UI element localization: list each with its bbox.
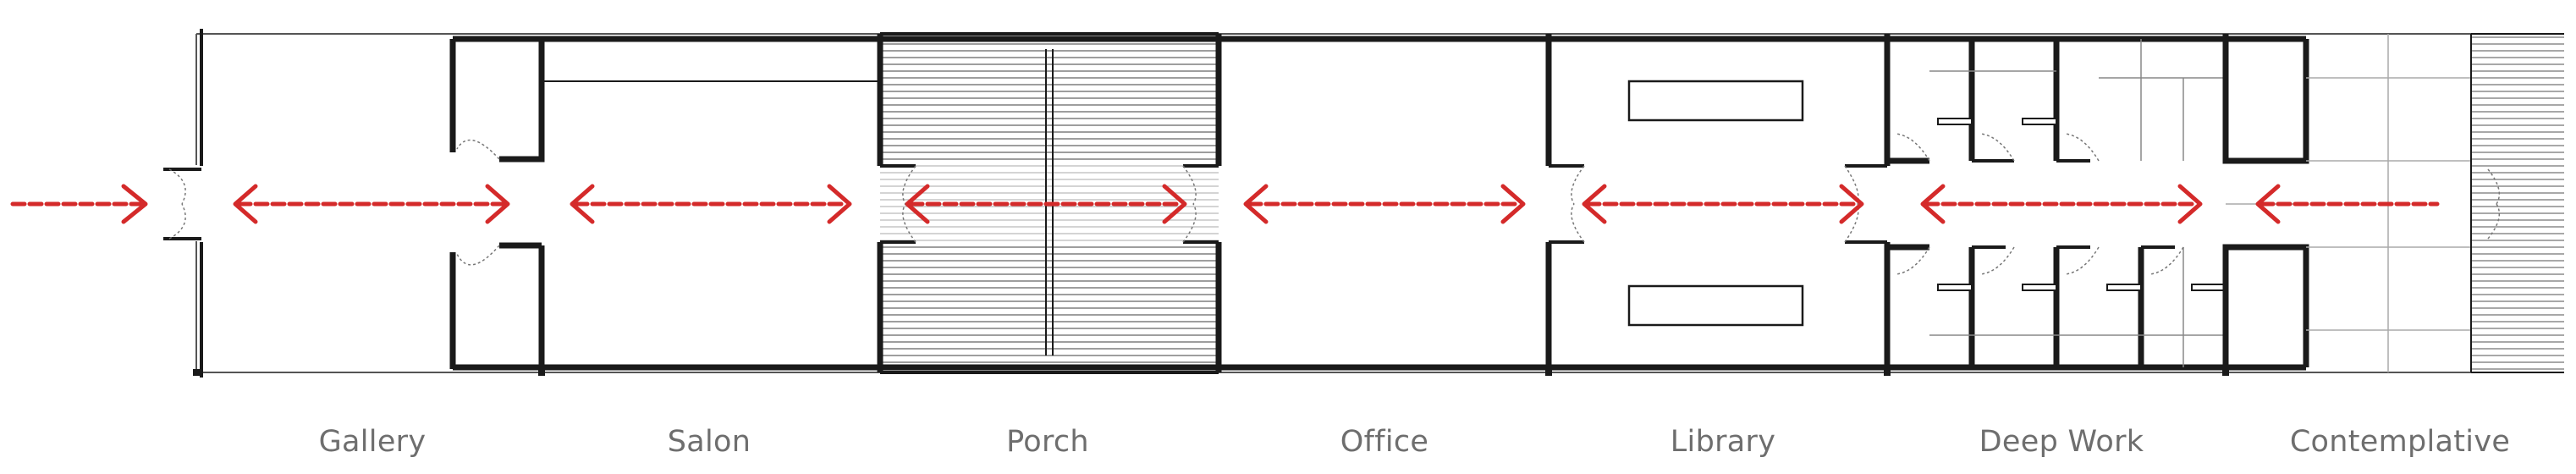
room-label-deep-work: Deep Work xyxy=(1979,425,2144,459)
deepwork-desks xyxy=(1937,118,2226,291)
gallery-door-swing xyxy=(456,139,500,266)
contemplative-hatch-end xyxy=(2471,34,2564,372)
room-label-office: Office xyxy=(1340,425,1429,459)
room-label-library: Library xyxy=(1670,425,1776,459)
contemplative-door-swing xyxy=(2487,168,2501,240)
gallery-salon-wall xyxy=(449,36,545,369)
arrow-deep-work xyxy=(1920,184,2203,224)
porch-hatch-top xyxy=(880,39,1219,164)
arrow-gallery xyxy=(233,184,510,224)
library-table-top xyxy=(1627,80,1804,122)
room-label-contemplative: Contemplative xyxy=(2289,425,2511,459)
contemplative-walls xyxy=(2222,34,2309,372)
contemplative-end-wall xyxy=(2470,33,2564,373)
heavy-walls-top xyxy=(453,36,2306,371)
circulation-arrows xyxy=(10,184,2440,224)
room-label-gallery: Gallery xyxy=(318,425,427,459)
arrow-contemplative xyxy=(2255,184,2440,224)
arrow-library xyxy=(1582,184,1864,224)
entry-door-swing xyxy=(168,168,186,240)
porch-hatch-bottom xyxy=(880,244,1219,367)
arrow-porch xyxy=(905,184,1187,224)
outer-envelope xyxy=(195,33,2471,373)
library-walls xyxy=(1545,34,1584,372)
deepwork-walls xyxy=(1845,34,2175,372)
arrow-office xyxy=(1243,184,1526,224)
room-label-porch: Porch xyxy=(1006,425,1089,459)
wall-posts xyxy=(193,369,2229,376)
deepwork-door-swings xyxy=(1844,133,2184,275)
deepwork-thin-partitions xyxy=(1929,39,2226,367)
porch-walls xyxy=(877,32,1222,374)
library-table-bottom xyxy=(1627,284,1804,327)
arrow-salon xyxy=(570,184,852,224)
arrow-entry xyxy=(10,184,148,224)
room-label-salon: Salon xyxy=(667,425,751,459)
